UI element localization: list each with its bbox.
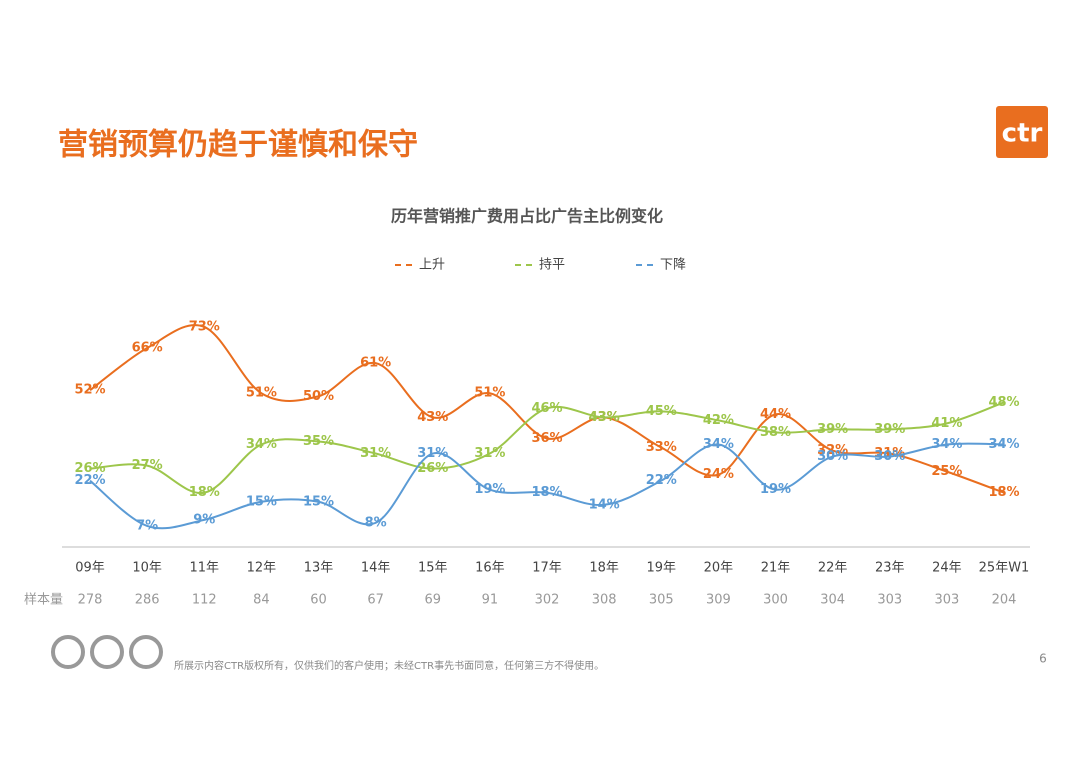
- data-label: 39%: [817, 422, 848, 437]
- data-label: 45%: [646, 404, 677, 419]
- x-tick-label: 14年: [361, 561, 391, 576]
- data-label: 18%: [189, 485, 220, 500]
- x-tick-label: 11年: [189, 561, 219, 576]
- x-tick-label: 18年: [589, 561, 619, 576]
- sample-size: 304: [820, 593, 845, 608]
- footer-text: 所展示内容CTR版权所有，仅供我们的客户使用；未经CTR事先书面同意，任何第三方…: [174, 659, 604, 672]
- data-label: 27%: [132, 458, 163, 473]
- sample-size: 91: [482, 593, 499, 608]
- data-label: 31%: [360, 446, 391, 461]
- sample-size: 309: [706, 593, 731, 608]
- data-label: 9%: [193, 512, 215, 527]
- data-label: 66%: [132, 341, 163, 356]
- sample-size: 300: [763, 593, 788, 608]
- data-label: 46%: [531, 401, 562, 416]
- data-label: 42%: [703, 413, 734, 428]
- data-label: 18%: [988, 485, 1019, 500]
- sample-size: 303: [877, 593, 902, 608]
- data-label: 7%: [136, 518, 158, 533]
- data-label: 33%: [646, 440, 677, 455]
- logo-box: [996, 106, 1048, 158]
- data-label: 34%: [988, 437, 1019, 452]
- x-tick-label: 09年: [75, 561, 105, 576]
- x-tick-label: 22年: [818, 561, 848, 576]
- data-label: 19%: [760, 482, 791, 497]
- sample-size: 308: [592, 593, 617, 608]
- data-label: 36%: [531, 431, 562, 446]
- sample-size: 305: [649, 593, 674, 608]
- data-label: 15%: [303, 494, 334, 509]
- data-label: 31%: [417, 446, 448, 461]
- data-label: 73%: [189, 319, 220, 334]
- data-label: 14%: [589, 497, 620, 512]
- data-label: 43%: [589, 410, 620, 425]
- data-label: 52%: [74, 383, 105, 398]
- data-label: 15%: [246, 494, 277, 509]
- legend-label: 上升: [419, 258, 445, 273]
- sample-size: 69: [424, 593, 441, 608]
- data-label: 31%: [474, 446, 505, 461]
- series-line: [89, 401, 1005, 494]
- chart-title: 历年营销推广费用占比广告主比例变化: [391, 207, 663, 226]
- logo-text: ctr: [1002, 119, 1043, 149]
- data-label: 26%: [74, 461, 105, 476]
- data-label: 19%: [474, 482, 505, 497]
- data-label: 39%: [874, 422, 905, 437]
- data-label: 25%: [931, 464, 962, 479]
- legend-label: 持平: [539, 258, 565, 273]
- data-label: 41%: [931, 416, 962, 431]
- x-tick-label: 13年: [304, 561, 334, 576]
- data-label: 35%: [303, 434, 334, 449]
- data-label: 22%: [646, 473, 677, 488]
- sample-size: 60: [310, 593, 327, 608]
- data-label: 51%: [474, 386, 505, 401]
- x-tick-label: 23年: [875, 561, 905, 576]
- page-number: 6: [1039, 652, 1047, 666]
- sample-size: 302: [535, 593, 560, 608]
- data-label: 34%: [703, 437, 734, 452]
- data-label: 34%: [246, 437, 277, 452]
- sample-size: 278: [78, 593, 103, 608]
- data-label: 61%: [360, 356, 391, 371]
- data-label: 24%: [703, 467, 734, 482]
- sample-label: 样本量: [24, 593, 63, 608]
- series-line: [89, 324, 1005, 494]
- sample-size: 112: [192, 593, 217, 608]
- certificates: [51, 635, 163, 669]
- sample-size: 303: [934, 593, 959, 608]
- sample-size: 204: [992, 593, 1017, 608]
- x-tick-label: 15年: [418, 561, 448, 576]
- x-tick-label: 21年: [761, 561, 791, 576]
- data-label: 48%: [988, 395, 1019, 410]
- x-tick-label: 19年: [646, 561, 676, 576]
- data-label: 18%: [531, 485, 562, 500]
- data-label: 43%: [417, 410, 448, 425]
- x-tick-label: 20年: [704, 561, 734, 576]
- data-label: 44%: [760, 407, 791, 422]
- x-tick-label: 12年: [247, 561, 277, 576]
- sample-size: 67: [367, 593, 384, 608]
- data-label: 8%: [365, 515, 387, 530]
- data-label: 30%: [874, 449, 905, 464]
- legend-label: 下降: [660, 258, 686, 273]
- x-tick-label: 25年W1: [979, 561, 1030, 576]
- x-tick-label: 24年: [932, 561, 962, 576]
- sample-size: 84: [253, 593, 270, 608]
- data-label: 34%: [931, 437, 962, 452]
- sample-size: 286: [135, 593, 160, 608]
- x-tick-label: 16年: [475, 561, 505, 576]
- data-label: 22%: [74, 473, 105, 488]
- data-label: 26%: [417, 461, 448, 476]
- x-tick-label: 10年: [132, 561, 162, 576]
- data-label: 50%: [303, 389, 334, 404]
- data-label: 51%: [246, 386, 277, 401]
- series-line: [89, 442, 1005, 530]
- data-label: 30%: [817, 449, 848, 464]
- data-label: 38%: [760, 425, 791, 440]
- x-tick-label: 17年: [532, 561, 562, 576]
- slide-title: 营销预算仍趋于谨慎和保守: [58, 128, 418, 163]
